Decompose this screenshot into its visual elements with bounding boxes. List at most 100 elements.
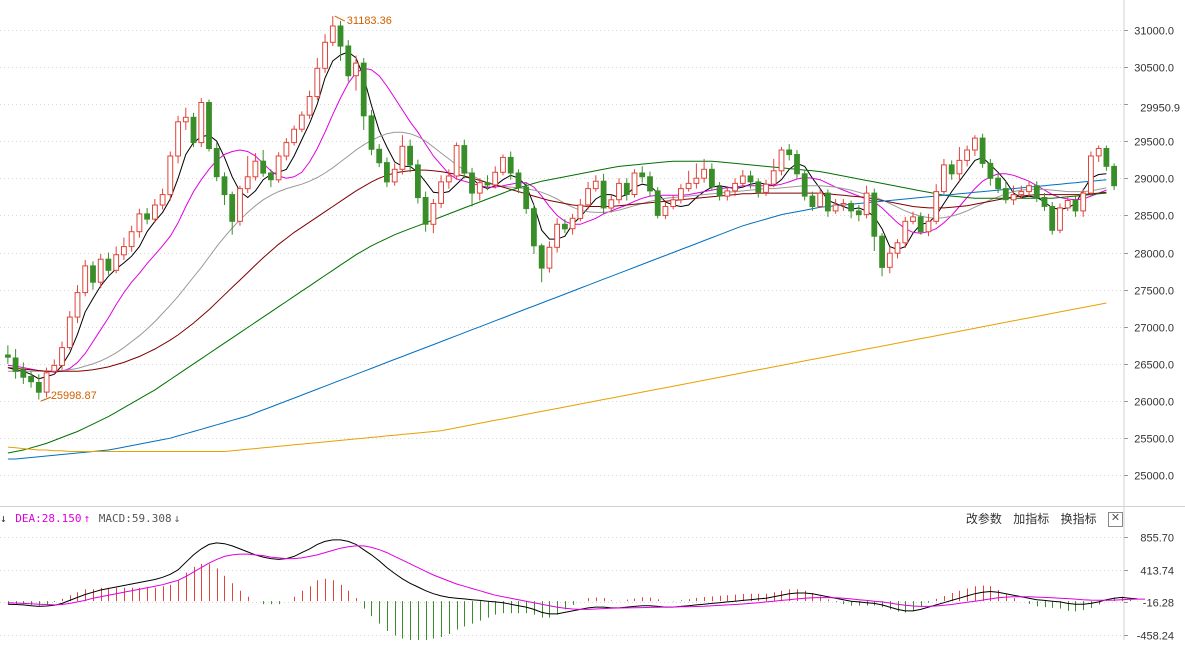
dea-arrow-icon: ↑ xyxy=(83,512,91,525)
candle-body xyxy=(322,41,329,69)
candle-body xyxy=(1057,207,1063,231)
candle-up xyxy=(662,202,669,220)
price-tick-label: 29500.0 xyxy=(1134,137,1174,149)
candle-up xyxy=(453,142,460,180)
price-tick-label: 25000.0 xyxy=(1134,471,1174,483)
candle-up xyxy=(66,311,73,350)
candle-up xyxy=(569,213,576,235)
candle-up xyxy=(275,152,282,183)
candle-body xyxy=(314,67,321,98)
ma-line-ma10 xyxy=(7,67,1107,373)
candle-body xyxy=(229,194,236,222)
candle-body xyxy=(608,199,615,209)
change-indicator-button[interactable]: 换指标 xyxy=(1060,512,1097,526)
candle-up xyxy=(678,184,684,204)
candle-down xyxy=(12,349,19,379)
candle-body xyxy=(384,162,390,183)
candle-down xyxy=(35,374,42,400)
candle-body xyxy=(770,170,777,185)
candle-body xyxy=(639,172,646,178)
candle-body xyxy=(113,254,120,271)
ma-line-ma120 xyxy=(7,179,1107,460)
candle-up xyxy=(476,178,483,201)
dea-label: DEA:28.150 xyxy=(15,512,82,525)
candle-down xyxy=(600,173,607,214)
candle-body xyxy=(461,145,468,174)
candle-body xyxy=(82,265,89,294)
candle-body xyxy=(701,168,708,179)
candle-up xyxy=(82,259,89,297)
add-indicator-button[interactable]: 加指标 xyxy=(1013,512,1050,526)
candle-body xyxy=(5,354,11,358)
candle-up xyxy=(685,170,692,192)
candle-up xyxy=(1010,185,1017,205)
candle-body xyxy=(484,182,491,186)
candle-body xyxy=(546,246,553,269)
candle-down xyxy=(848,200,855,219)
candle-down xyxy=(1002,181,1009,204)
candle-body xyxy=(894,242,901,254)
candle-up xyxy=(972,135,978,156)
candle-down xyxy=(422,191,429,232)
candle-body xyxy=(956,159,963,175)
candle-body xyxy=(415,164,421,199)
price-tick-label: 30500.0 xyxy=(1134,63,1174,75)
candle-up xyxy=(399,135,406,175)
candle-body xyxy=(863,192,870,216)
candle-up xyxy=(1088,151,1094,197)
candle-down xyxy=(268,169,274,188)
candle-body xyxy=(623,182,630,195)
price-tick-label: 31000.0 xyxy=(1134,26,1174,38)
candle-body xyxy=(35,382,42,393)
candle-body xyxy=(51,364,58,372)
close-icon[interactable]: ✕ xyxy=(1108,512,1123,528)
candle-up xyxy=(152,199,158,223)
candle-up xyxy=(182,107,189,130)
macd-dif-line xyxy=(7,539,1138,615)
candle-down xyxy=(376,144,383,168)
candle-up xyxy=(128,225,135,252)
candle-up xyxy=(329,16,336,47)
change-params-button[interactable]: 改参数 xyxy=(965,512,1002,526)
candle-down xyxy=(507,151,514,180)
candle-up xyxy=(863,185,870,219)
macd-legend: ↓ DEA:28.150 ↑ MACD:59.308 ↓ xyxy=(0,510,182,528)
candle-body xyxy=(933,191,940,222)
candle-body xyxy=(306,96,313,116)
candle-body xyxy=(1041,197,1048,207)
macd-panel: 855.70 413.74 -16.28 -458.24 xyxy=(0,533,1174,643)
candle-body xyxy=(1033,185,1040,199)
candle-body xyxy=(438,181,445,204)
ma-line-ma30 xyxy=(7,169,1107,372)
candle-body xyxy=(678,188,684,201)
candle-down xyxy=(995,173,1002,194)
candle-down xyxy=(523,181,530,214)
candle-up xyxy=(500,154,506,176)
candle-body xyxy=(917,216,924,233)
candle-down xyxy=(755,178,762,198)
candle-down xyxy=(105,252,112,275)
candle-body xyxy=(1072,200,1079,212)
candle-body xyxy=(97,258,104,283)
candle-body xyxy=(910,216,916,222)
candle-body xyxy=(855,210,862,216)
candle-body xyxy=(43,372,50,393)
candle-body xyxy=(825,192,831,212)
candle-up xyxy=(252,152,259,181)
candle-up xyxy=(306,90,313,119)
candle-up xyxy=(59,341,65,370)
candle-body xyxy=(964,149,971,161)
candle-body xyxy=(128,231,135,248)
candle-body xyxy=(832,204,839,212)
candle-body xyxy=(329,25,336,43)
candle-body xyxy=(391,168,398,183)
candle-up xyxy=(546,241,553,273)
macd-tick-label: 855.70 xyxy=(1140,533,1174,545)
candle-body xyxy=(778,149,785,172)
candle-down xyxy=(1033,181,1040,202)
candle-down xyxy=(562,219,568,234)
candle-body xyxy=(345,45,352,77)
indicator-toolbar: 改参数 加指标 换指标 ✕ xyxy=(958,509,1123,529)
candle-body xyxy=(353,62,359,77)
price-tick-label: 25500.0 xyxy=(1134,434,1174,446)
